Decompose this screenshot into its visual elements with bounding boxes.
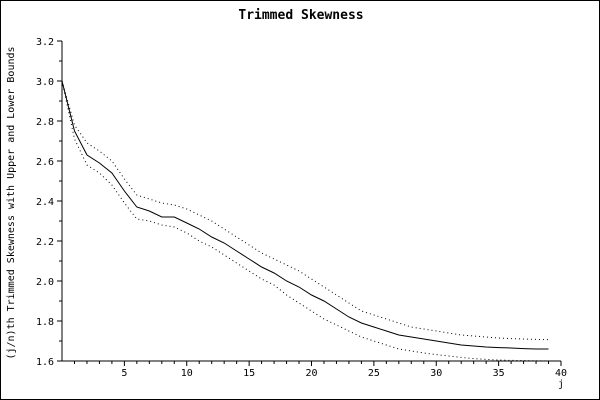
x-tick-label: 10: [181, 368, 193, 379]
trimmed-skewness-line: [61, 80, 549, 350]
axes: [61, 41, 561, 362]
x-axis-label: j: [558, 379, 564, 390]
y-axis-label: (j/n)th Trimmed Skewness with Upper and …: [6, 46, 17, 359]
y-tick-label: 2.4: [36, 197, 54, 208]
x-tick-label: 40: [555, 368, 567, 379]
x-tick-label: 15: [243, 368, 255, 379]
x-tick-label: 5: [121, 368, 127, 379]
y-tick-label: 2.6: [36, 157, 54, 168]
upper-bound-line: [61, 80, 549, 341]
series-lines: [61, 80, 549, 362]
y-tick-label: 1.6: [36, 357, 54, 368]
y-tick-label: 3.2: [36, 37, 54, 48]
y-tick-label: 2.2: [36, 237, 54, 248]
x-tick-label: 20: [305, 368, 317, 379]
y-tick-label: 2.8: [36, 117, 54, 128]
y-tick-label: 3.0: [36, 77, 54, 88]
axis-ticks: 1.6 1.8 2.0 2.2 2.4 2.6 2.8 3.0 3.2 5 10 15 20 25 30 35…: [36, 37, 567, 379]
lower-bound-line: [61, 80, 549, 362]
x-tick-label: 25: [368, 368, 380, 379]
x-tick-label: 30: [430, 368, 442, 379]
y-tick-label: 1.8: [36, 317, 54, 328]
chart-title: Trimmed Skewness: [238, 8, 363, 23]
y-tick-label: 2.0: [36, 277, 54, 288]
x-tick-label: 35: [493, 368, 505, 379]
